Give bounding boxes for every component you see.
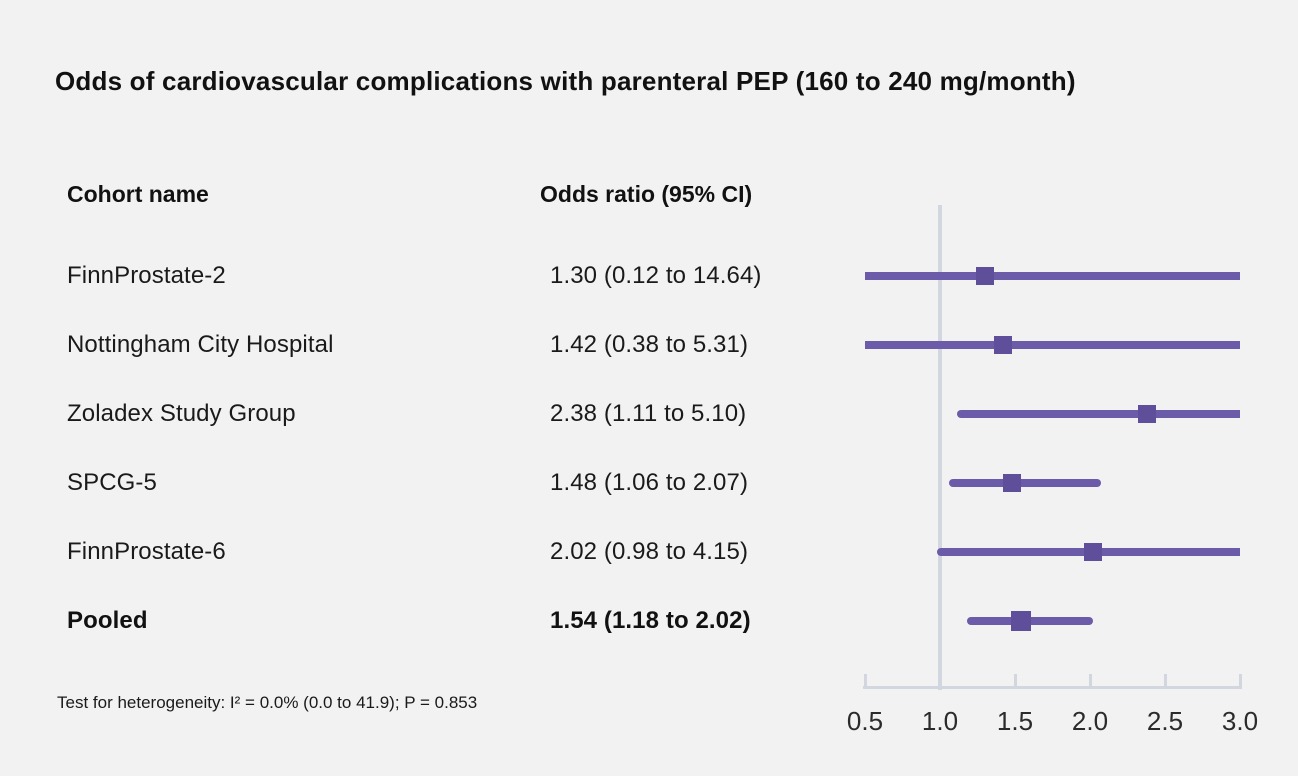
cohort-label: SPCG-5 — [67, 469, 157, 496]
column-header-odds-ratio: Odds ratio (95% CI) — [540, 181, 753, 207]
confidence-interval-line — [956, 410, 1240, 418]
cohort-label: FinnProstate-2 — [67, 262, 226, 289]
figure-title: Odds of cardiovascular complications wit… — [55, 66, 1076, 96]
x-axis-tick-label: 2.0 — [1071, 706, 1109, 736]
point-estimate-marker — [1138, 405, 1156, 423]
x-axis-tick-label: 1.5 — [996, 706, 1034, 736]
x-axis-tick — [1238, 674, 1242, 686]
x-axis-tick — [863, 674, 867, 686]
column-header-cohort-name: Cohort name — [67, 181, 209, 207]
odds-ratio-value: 2.02 (0.98 to 4.15) — [550, 538, 749, 565]
x-axis-line — [863, 686, 1242, 689]
point-estimate-marker — [976, 267, 994, 285]
cohort-label: Pooled — [67, 607, 148, 634]
x-axis-tick-label: 3.0 — [1221, 706, 1259, 736]
odds-ratio-value: 2.38 (1.11 to 5.10) — [550, 400, 747, 427]
cohort-label: Nottingham City Hospital — [67, 331, 334, 358]
odds-ratio-value: 1.48 (1.06 to 2.07) — [550, 469, 749, 496]
confidence-interval-line — [949, 479, 1101, 487]
point-estimate-marker — [1003, 474, 1021, 492]
pooled-estimate-marker — [1011, 611, 1031, 631]
x-axis-tick — [1088, 674, 1092, 686]
x-axis-tick-label: 0.5 — [846, 706, 884, 736]
odds-ratio-value: 1.30 (0.12 to 14.64) — [550, 262, 762, 289]
reference-line-or-1 — [938, 205, 942, 690]
confidence-interval-line — [865, 272, 1240, 280]
point-estimate-marker — [1084, 543, 1102, 561]
confidence-interval-line — [865, 341, 1240, 349]
x-axis-tick — [938, 674, 942, 686]
x-axis-tick-label: 2.5 — [1146, 706, 1184, 736]
x-axis-tick — [1013, 674, 1017, 686]
point-estimate-marker — [994, 336, 1012, 354]
cohort-label: FinnProstate-6 — [67, 538, 226, 565]
heterogeneity-footnote: Test for heterogeneity: I² = 0.0% (0.0 t… — [57, 693, 478, 712]
odds-ratio-value: 1.42 (0.38 to 5.31) — [550, 331, 749, 358]
x-axis-tick — [1163, 674, 1167, 686]
cohort-label: Zoladex Study Group — [67, 400, 296, 427]
x-axis-tick-label: 1.0 — [921, 706, 959, 736]
odds-ratio-value: 1.54 (1.18 to 2.02) — [550, 607, 751, 634]
